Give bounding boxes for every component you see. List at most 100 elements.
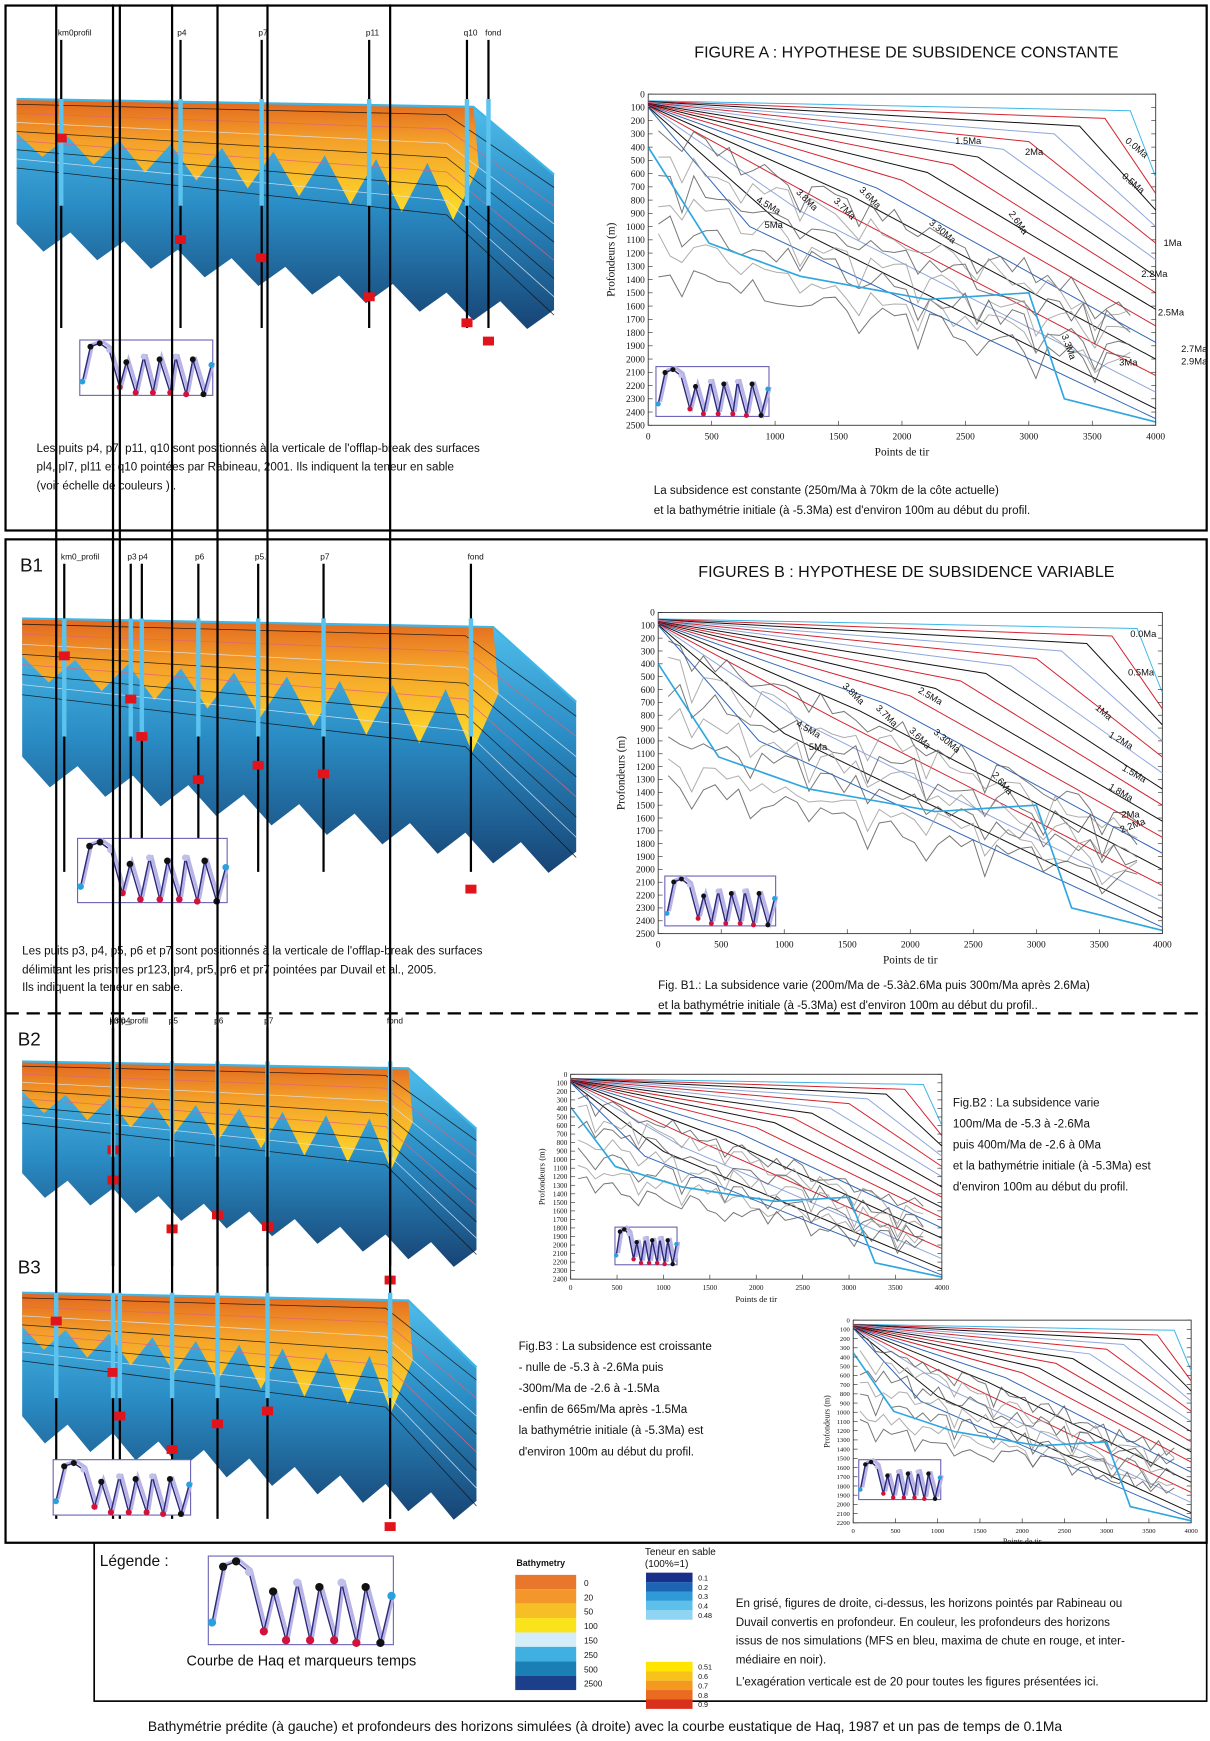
curve-label: 0.0Ma — [1130, 628, 1157, 639]
y-tick-label: 800 — [840, 1391, 851, 1398]
haq-marker — [912, 1495, 917, 1500]
horizon-curve — [648, 103, 1156, 310]
caption-line: 100m/Ma de -5.3 à -2.6Ma — [953, 1117, 1091, 1130]
horizon-curve — [570, 1079, 943, 1198]
haq-marker — [622, 1227, 627, 1232]
well-marker — [363, 292, 375, 302]
x-axis-label: Points de tir — [735, 1294, 777, 1304]
haq-marker — [626, 1231, 631, 1237]
figure-a-title: FIGURE A : HYPOTHESE DE SUBSIDENCE CONST… — [694, 44, 1119, 62]
bathymetry-value: 100 — [584, 1621, 598, 1631]
y-tick-label: 100 — [641, 622, 655, 632]
haq-curve — [666, 878, 776, 928]
horizon-curve — [657, 624, 1163, 928]
y-tick-label: 2400 — [626, 408, 645, 418]
x-tick-label: 1500 — [829, 432, 848, 442]
x-axis-label: Points de tir — [1003, 1537, 1042, 1546]
x-tick-label: 3000 — [842, 1284, 857, 1292]
cross-section: km0_profil p3 p4 p6 p5. p7 fond — [22, 551, 577, 894]
horizon-line — [22, 1333, 477, 1453]
haq-marker — [737, 920, 743, 926]
y-axis-label: Profondeurs (m) — [615, 736, 627, 810]
picked-horizon — [668, 656, 1138, 839]
y-tick-label: 2000 — [837, 1502, 851, 1509]
y-tick-label: 300 — [840, 1345, 851, 1352]
y-tick-label: 700 — [557, 1131, 568, 1139]
well-label: km0_profil — [61, 551, 99, 561]
horizon-curve — [853, 1324, 1192, 1392]
y-tick-label: 1400 — [553, 1190, 568, 1198]
horizon-curve — [658, 620, 1163, 790]
horizon-line — [22, 1090, 477, 1190]
x-tick-label: 4000 — [1153, 941, 1172, 951]
horizon-curve — [853, 1326, 1192, 1483]
horizon-curve — [853, 1326, 1192, 1473]
horizon-curve — [570, 1080, 943, 1229]
y-tick-label: 1500 — [553, 1199, 568, 1207]
y-tick-label: 2300 — [553, 1267, 568, 1275]
y-tick-label: 1800 — [626, 329, 645, 339]
y-tick-label: 700 — [641, 699, 655, 709]
sand-value: 0.51 — [698, 1663, 712, 1672]
sand-value: 0.3 — [698, 1592, 708, 1601]
horizon-curve — [852, 1327, 1192, 1514]
caption-line: Les puits p4, p7, p11, q10 sont position… — [37, 442, 480, 455]
well-label: p5. — [255, 551, 267, 561]
horizon-line — [22, 1065, 477, 1141]
well-marker — [384, 1522, 396, 1532]
seafloor — [22, 1291, 478, 1369]
haq-marker — [686, 882, 692, 888]
x-axis-label: Points de tir — [883, 955, 938, 967]
horizon-curve — [658, 618, 1163, 693]
picked-horizon — [859, 1410, 1175, 1487]
curve-label: 2.2Ma — [1141, 268, 1168, 279]
y-tick-label: 1600 — [553, 1207, 568, 1215]
haq-marker — [181, 854, 189, 861]
haq-marker — [743, 412, 749, 418]
horizon-curve — [658, 619, 1163, 742]
haq-marker — [140, 353, 147, 360]
haq-marker — [193, 898, 201, 905]
bathymetry-value: 250 — [584, 1650, 598, 1660]
haq-marker — [665, 1238, 670, 1243]
y-tick-label: 1000 — [553, 1156, 568, 1164]
x-tick-label: 2000 — [749, 1284, 764, 1292]
horizon-curve — [853, 1325, 1192, 1443]
y-tick-label: 2200 — [626, 382, 645, 392]
y-tick-label: 1300 — [837, 1437, 851, 1444]
y-tick-label: 1800 — [553, 1224, 568, 1232]
seafloor — [16, 97, 555, 176]
y-tick-label: 2000 — [626, 355, 645, 365]
haq-marker — [895, 1469, 901, 1474]
y-tick-label: 1700 — [837, 1474, 851, 1481]
y-tick-label: 600 — [631, 170, 645, 180]
horizon-curve — [648, 100, 1157, 178]
y-tick-label: 1700 — [553, 1216, 568, 1224]
picked-horizon — [667, 683, 1138, 860]
horizon-curve — [657, 623, 1163, 886]
y-tick-label: 200 — [641, 634, 655, 644]
horizon-curve — [852, 1327, 1192, 1504]
y-tick-label: 1600 — [837, 1465, 851, 1472]
y-tick-label: 2400 — [636, 917, 655, 927]
haq-marker — [901, 1495, 907, 1500]
panel-a-frame — [4, 4, 1208, 532]
x-tick-label: 500 — [714, 941, 728, 951]
y-tick-label: 2100 — [636, 879, 655, 889]
sand-value: 0.9 — [698, 1700, 708, 1709]
y-tick-label: 100 — [557, 1079, 568, 1087]
y-tick-label: 2400 — [553, 1276, 568, 1284]
y-tick-label: 800 — [557, 1139, 568, 1147]
picked-horizon — [658, 198, 1131, 350]
sand-swatch — [645, 1671, 693, 1681]
sand-value: 0.48 — [698, 1611, 712, 1620]
y-tick-label: 2500 — [626, 422, 645, 432]
horizon-curve — [852, 1326, 1192, 1493]
horizons — [852, 1323, 1192, 1522]
y-tick-label: 2100 — [837, 1511, 851, 1518]
curve-label: 3Ma — [1119, 356, 1138, 367]
haq-marker — [183, 391, 190, 398]
y-tick-label: 1200 — [837, 1428, 851, 1435]
